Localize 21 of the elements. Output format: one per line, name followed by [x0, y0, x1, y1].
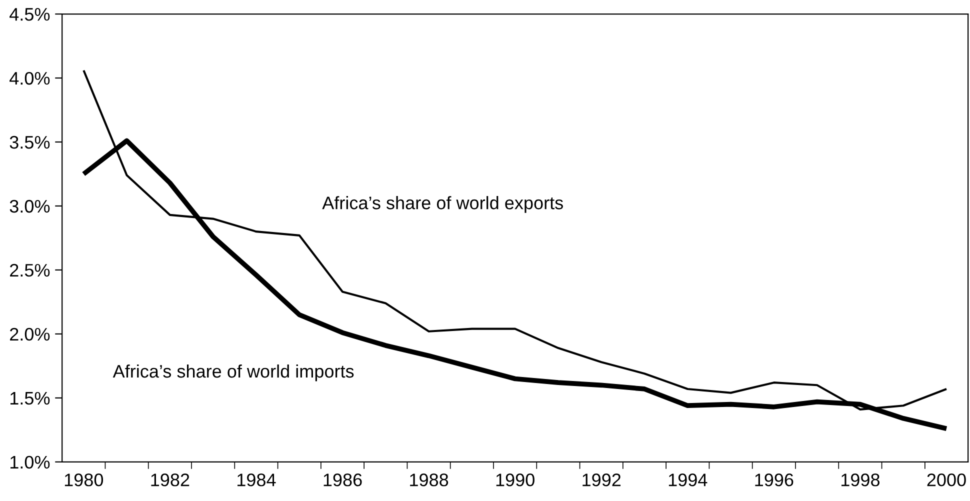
y-tick-label: 1.0% [10, 456, 50, 469]
y-tick-label: 3.0% [10, 200, 50, 213]
y-tick-label: 4.5% [10, 8, 50, 21]
x-tick-label: 1986 [324, 474, 362, 486]
x-tick-label: 1994 [668, 474, 708, 486]
x-tick-label: 1996 [755, 474, 794, 486]
series-label: Africa’s share of world exports [322, 196, 563, 213]
x-tick-label: 1990 [496, 474, 534, 486]
x-tick-label: 1984 [238, 474, 276, 486]
y-tick-label: 4.0% [10, 72, 50, 85]
y-tick-label: 2.0% [10, 328, 50, 341]
x-tick-label: 1988 [410, 474, 448, 486]
x-tick-label: 1998 [842, 474, 880, 486]
y-tick-label: 1.5% [10, 392, 50, 405]
series-label: Africa’s share of world imports [112, 364, 354, 382]
x-tick-label: 1992 [582, 474, 621, 486]
x-tick-label: 2000 [927, 474, 966, 486]
x-tick-label: 1980 [64, 474, 104, 486]
x-tick-label: 1982 [151, 474, 190, 486]
y-tick-label: 2.5% [10, 264, 50, 277]
y-tick-label: 3.5% [10, 136, 50, 149]
